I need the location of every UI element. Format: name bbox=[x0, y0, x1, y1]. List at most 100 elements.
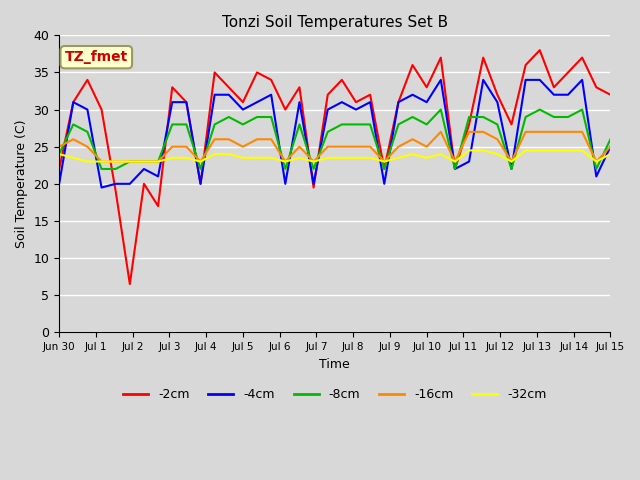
-2cm bbox=[225, 84, 232, 90]
-32cm bbox=[182, 155, 190, 161]
-4cm bbox=[493, 99, 501, 105]
-16cm bbox=[508, 159, 515, 165]
-2cm bbox=[522, 62, 529, 68]
-32cm bbox=[239, 155, 247, 161]
-8cm bbox=[409, 114, 417, 120]
-2cm bbox=[268, 77, 275, 83]
-4cm bbox=[380, 181, 388, 187]
-2cm bbox=[338, 77, 346, 83]
-4cm bbox=[395, 99, 403, 105]
Y-axis label: Soil Temperature (C): Soil Temperature (C) bbox=[15, 120, 28, 248]
Legend: -2cm, -4cm, -8cm, -16cm, -32cm: -2cm, -4cm, -8cm, -16cm, -32cm bbox=[118, 383, 552, 406]
-32cm bbox=[225, 151, 232, 157]
-8cm bbox=[366, 121, 374, 127]
-32cm bbox=[140, 159, 148, 165]
-32cm bbox=[550, 147, 557, 153]
-32cm bbox=[579, 147, 586, 153]
-2cm bbox=[296, 84, 303, 90]
-16cm bbox=[564, 129, 572, 135]
-2cm bbox=[564, 70, 572, 75]
-16cm bbox=[607, 144, 614, 150]
-32cm bbox=[112, 159, 120, 165]
-16cm bbox=[310, 159, 317, 165]
-4cm bbox=[564, 92, 572, 97]
-2cm bbox=[550, 84, 557, 90]
-8cm bbox=[564, 114, 572, 120]
-2cm bbox=[70, 99, 77, 105]
-16cm bbox=[352, 144, 360, 150]
-8cm bbox=[380, 166, 388, 172]
-8cm bbox=[338, 121, 346, 127]
-16cm bbox=[140, 159, 148, 165]
-16cm bbox=[395, 144, 403, 150]
-32cm bbox=[282, 159, 289, 165]
-4cm bbox=[508, 166, 515, 172]
-4cm bbox=[282, 181, 289, 187]
-4cm bbox=[253, 99, 261, 105]
-2cm bbox=[451, 166, 459, 172]
-2cm bbox=[282, 107, 289, 112]
-32cm bbox=[479, 147, 487, 153]
-4cm bbox=[239, 107, 247, 112]
-2cm bbox=[84, 77, 92, 83]
-16cm bbox=[338, 144, 346, 150]
-32cm bbox=[593, 159, 600, 165]
-2cm bbox=[607, 92, 614, 97]
-8cm bbox=[126, 159, 134, 165]
-4cm bbox=[196, 181, 204, 187]
-8cm bbox=[423, 121, 431, 127]
-4cm bbox=[451, 166, 459, 172]
-32cm bbox=[253, 155, 261, 161]
-4cm bbox=[84, 107, 92, 112]
-32cm bbox=[196, 159, 204, 165]
-2cm bbox=[112, 188, 120, 194]
-2cm bbox=[409, 62, 417, 68]
-32cm bbox=[380, 159, 388, 165]
-32cm bbox=[395, 155, 403, 161]
-16cm bbox=[536, 129, 543, 135]
-32cm bbox=[352, 155, 360, 161]
-2cm bbox=[126, 281, 134, 287]
-16cm bbox=[423, 144, 431, 150]
-2cm bbox=[98, 107, 106, 112]
-16cm bbox=[479, 129, 487, 135]
-16cm bbox=[98, 159, 106, 165]
Line: -4cm: -4cm bbox=[59, 80, 611, 188]
-2cm bbox=[253, 70, 261, 75]
-32cm bbox=[564, 147, 572, 153]
-32cm bbox=[70, 155, 77, 161]
-4cm bbox=[140, 166, 148, 172]
-4cm bbox=[338, 99, 346, 105]
-2cm bbox=[211, 70, 218, 75]
-2cm bbox=[168, 84, 176, 90]
-8cm bbox=[493, 121, 501, 127]
-4cm bbox=[409, 92, 417, 97]
-2cm bbox=[55, 166, 63, 172]
Line: -16cm: -16cm bbox=[59, 132, 611, 162]
-8cm bbox=[239, 121, 247, 127]
-2cm bbox=[196, 181, 204, 187]
-4cm bbox=[550, 92, 557, 97]
-4cm bbox=[607, 144, 614, 150]
-32cm bbox=[154, 159, 162, 165]
-32cm bbox=[536, 147, 543, 153]
-32cm bbox=[338, 155, 346, 161]
-16cm bbox=[409, 136, 417, 142]
-16cm bbox=[579, 129, 586, 135]
-16cm bbox=[437, 129, 445, 135]
-4cm bbox=[126, 181, 134, 187]
-8cm bbox=[607, 136, 614, 142]
-4cm bbox=[182, 99, 190, 105]
-2cm bbox=[182, 99, 190, 105]
-16cm bbox=[282, 159, 289, 165]
Line: -2cm: -2cm bbox=[59, 50, 611, 284]
-8cm bbox=[140, 159, 148, 165]
-8cm bbox=[522, 114, 529, 120]
-16cm bbox=[196, 159, 204, 165]
-32cm bbox=[55, 151, 63, 157]
-2cm bbox=[536, 48, 543, 53]
-2cm bbox=[479, 55, 487, 60]
-16cm bbox=[168, 144, 176, 150]
-16cm bbox=[225, 136, 232, 142]
-2cm bbox=[310, 185, 317, 191]
